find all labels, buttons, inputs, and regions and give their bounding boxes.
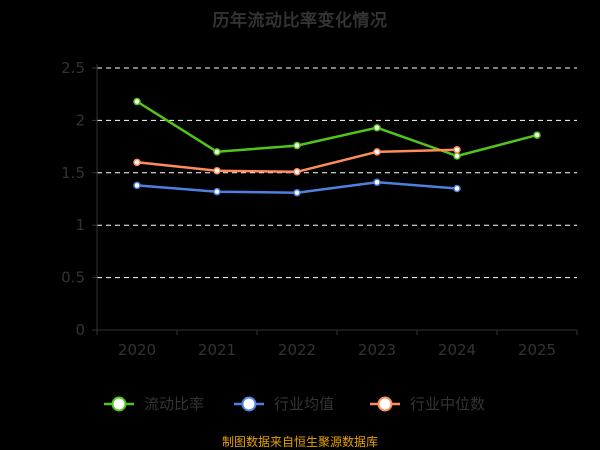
series-1-point	[533, 131, 541, 139]
data-source-note: 制图数据来自恒生聚源数据库	[221, 435, 378, 449]
series-3-point	[213, 166, 221, 175]
series-2-point	[453, 184, 461, 193]
series-3-point	[293, 168, 301, 176]
y-tick-label: 2	[75, 111, 85, 129]
y-tick-label: 2.5	[61, 59, 85, 77]
series-1-point	[453, 152, 461, 160]
legend-label: 流动比率	[144, 395, 204, 413]
x-tick-label: 2024	[438, 341, 476, 359]
x-tick-label: 2022	[278, 341, 316, 359]
series-2-point	[133, 181, 141, 190]
series-1-point	[213, 148, 221, 156]
legend-swatch-marker	[241, 396, 257, 412]
y-tick-label: 0	[75, 321, 85, 339]
series-1-point	[133, 97, 141, 106]
series-2-point	[373, 178, 381, 186]
y-tick-label: 1	[75, 216, 85, 234]
legend-label: 行业中位数	[410, 395, 485, 413]
series-line-1	[136, 100, 538, 158]
x-tick-label: 2020	[118, 341, 156, 359]
legend-label: 行业均值	[274, 395, 334, 413]
series-1-point	[293, 141, 301, 150]
series-3-point	[453, 145, 461, 154]
legend-swatch-marker	[377, 396, 393, 412]
series-2-point	[213, 187, 221, 196]
series-1-point	[373, 123, 381, 132]
y-tick-label: 1.5	[61, 164, 85, 182]
series-2-point	[293, 188, 301, 197]
y-tick-label: 0.5	[61, 269, 85, 287]
chart-title: 历年流动比率变化情况	[212, 11, 388, 31]
series-3-point	[373, 148, 381, 156]
series-3-point	[133, 158, 141, 167]
x-tick-label: 2025	[518, 341, 556, 359]
x-tick-label: 2021	[198, 341, 236, 359]
x-tick-label: 2023	[358, 341, 396, 359]
legend-swatch-marker	[111, 396, 127, 412]
